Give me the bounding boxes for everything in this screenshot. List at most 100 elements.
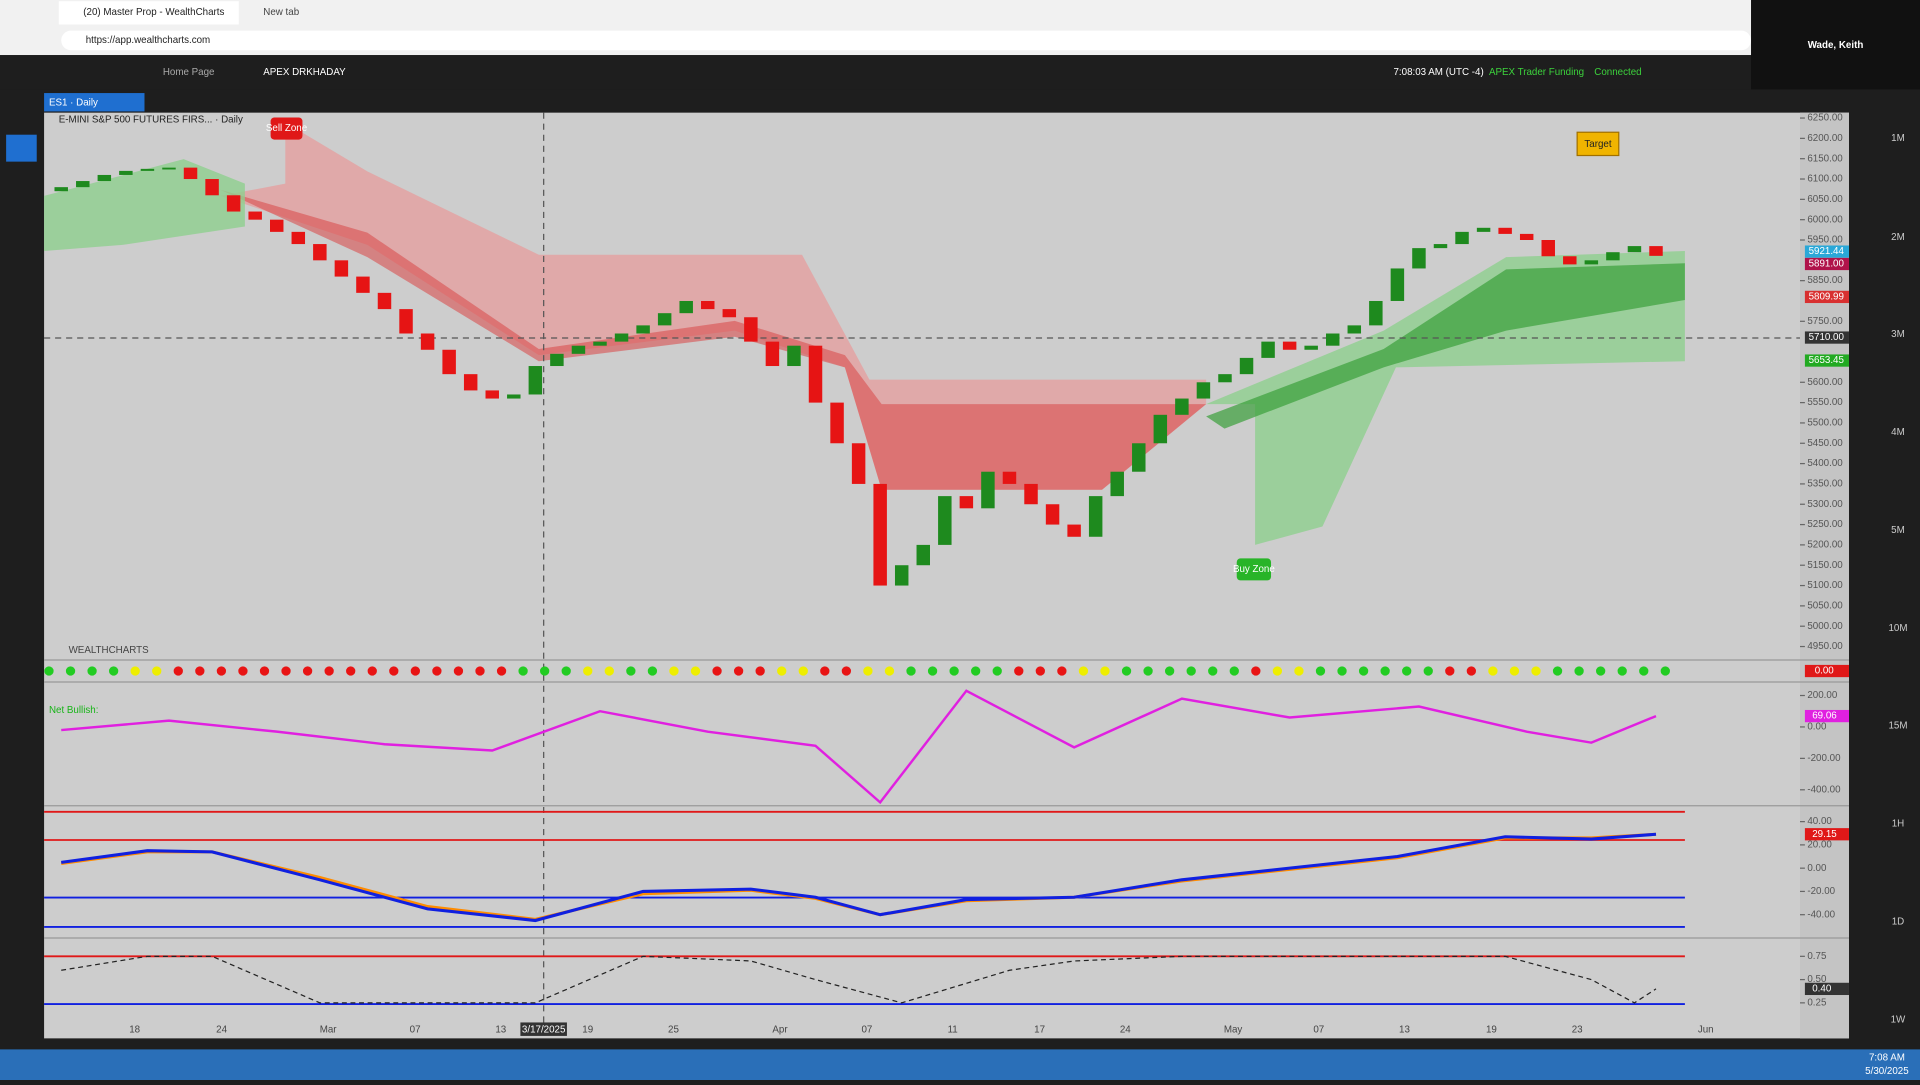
signal-dot — [1423, 666, 1433, 676]
candle — [162, 167, 176, 170]
signal-dot — [152, 666, 162, 676]
timeframe[interactable]: 1W — [1891, 1015, 1906, 1026]
status: Connected — [1594, 67, 1641, 78]
address-bar[interactable] — [61, 30, 1752, 51]
timeframe[interactable]: 15M — [1888, 721, 1907, 732]
candle — [485, 390, 499, 399]
y-tick-label: 5300.00 — [1807, 499, 1843, 510]
macd-line — [61, 832, 1657, 923]
app-tab[interactable]: APEX DRKHADAY — [263, 67, 346, 78]
signal-dot — [1315, 666, 1326, 676]
signal-dot — [669, 666, 679, 676]
last-value-bg — [1804, 709, 1849, 723]
signal-dot — [906, 666, 916, 676]
y-tick-label: 6250.00 — [1807, 113, 1843, 124]
app-tab[interactable]: Home Page — [163, 67, 215, 78]
signal-dot — [1617, 666, 1627, 676]
signal-dot — [1251, 666, 1261, 676]
signal-dot — [87, 666, 97, 676]
signal-dot — [798, 666, 808, 676]
y-tick-label: 5450.00 — [1807, 438, 1843, 449]
candle — [657, 313, 672, 326]
y-tick-label: -200.00 — [1807, 753, 1841, 764]
x-tick-label: 23 — [1572, 1024, 1583, 1035]
candle — [205, 179, 219, 196]
candle — [894, 565, 909, 586]
signal-dot — [971, 666, 981, 676]
signal-dot — [367, 666, 377, 676]
timeframe[interactable]: 1D — [1892, 917, 1905, 928]
signal-dot — [108, 666, 119, 676]
add-button[interactable] — [6, 134, 37, 162]
y-tick-label: 6100.00 — [1807, 174, 1843, 185]
y-tick-label: 6000.00 — [1807, 214, 1843, 225]
candle — [873, 483, 887, 586]
candle — [54, 187, 68, 192]
candle — [765, 341, 780, 367]
timeframe[interactable]: 1H — [1892, 819, 1905, 830]
timeframe[interactable]: 4M — [1891, 427, 1905, 438]
signal-label: 0.00 — [1815, 666, 1835, 677]
tab-title[interactable]: New tab — [263, 7, 299, 18]
timeframe[interactable]: 1M — [1891, 133, 1905, 144]
target-box — [1576, 131, 1620, 157]
candle — [1196, 382, 1211, 399]
signal-dot — [173, 666, 183, 676]
timeframe[interactable]: 3M — [1891, 329, 1905, 340]
browser-tab[interactable] — [58, 1, 239, 25]
signal-dot — [324, 666, 334, 676]
candle — [1045, 504, 1060, 525]
signal-dot — [820, 666, 830, 676]
y-tick-label: -20.00 — [1807, 886, 1835, 897]
candle — [248, 211, 262, 220]
candle — [140, 168, 155, 171]
y-tick-label: 5150.00 — [1807, 560, 1843, 571]
signal-dot — [884, 666, 895, 676]
signal-dot — [1014, 666, 1024, 676]
candle — [593, 341, 607, 346]
candle — [76, 181, 90, 188]
candle — [1282, 341, 1297, 350]
signal-dot — [1402, 666, 1412, 676]
symbol-tag: ES1 · Daily — [49, 97, 98, 108]
candle — [1455, 231, 1469, 245]
signal-dot — [1208, 666, 1218, 676]
y-tick-label: -40.00 — [1807, 909, 1835, 920]
taskbar — [0, 1049, 1920, 1080]
y-tick-label: 6050.00 — [1807, 194, 1843, 205]
candle — [377, 292, 392, 310]
price-label: 5653.45 — [1809, 355, 1845, 366]
x-tick-label: 19 — [1486, 1024, 1497, 1035]
candle — [356, 276, 370, 293]
timeframe[interactable]: 10M — [1888, 623, 1907, 634]
symbol-tag-bg[interactable] — [44, 93, 145, 112]
candle — [571, 345, 586, 354]
y-tick-label: 5000.00 — [1807, 621, 1843, 632]
timeframe[interactable]: 2M — [1891, 232, 1905, 243]
pane3-line — [61, 955, 1657, 1004]
signal-dot — [432, 666, 442, 676]
candle — [1412, 248, 1426, 269]
account: APEX Trader Funding — [1489, 67, 1584, 78]
signal-dot — [1294, 666, 1304, 676]
price-label-bg — [1804, 354, 1849, 367]
candle — [1002, 471, 1017, 484]
y-tick-label: 5050.00 — [1807, 600, 1843, 611]
x-tick-label: 18 — [129, 1024, 140, 1035]
x-tick-label: 07 — [861, 1024, 872, 1035]
clock: 7:08:03 AM (UTC -4) — [1393, 67, 1483, 78]
candle — [1369, 300, 1383, 326]
candle — [1067, 524, 1081, 537]
timeframe[interactable]: 5M — [1891, 525, 1905, 536]
target: Target — [1584, 139, 1611, 150]
signal-dot — [346, 666, 356, 676]
candle — [226, 195, 241, 212]
buy-band — [1206, 263, 1685, 429]
signal-dot — [1466, 666, 1476, 676]
y-tick-label: -400.00 — [1807, 784, 1841, 795]
candle — [1239, 357, 1254, 375]
signal-dot — [496, 666, 507, 676]
y-tick-label: 5550.00 — [1807, 397, 1843, 408]
signal-dot — [1121, 666, 1132, 676]
